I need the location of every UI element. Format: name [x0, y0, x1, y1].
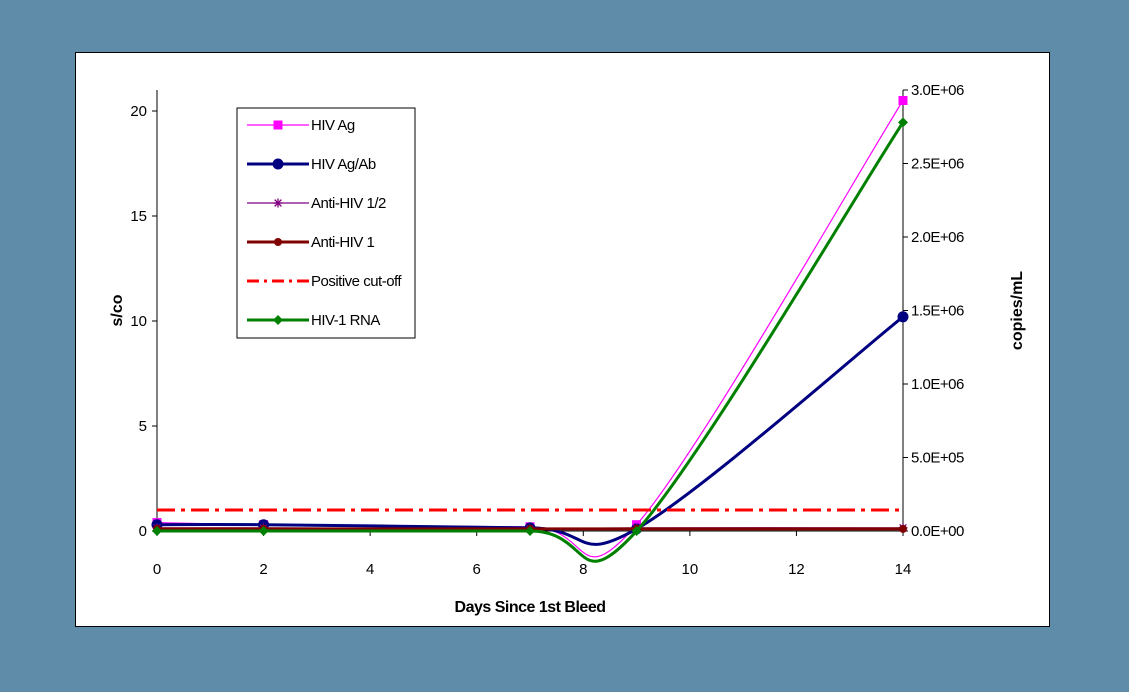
y2-axis-title: copies/mL — [1009, 271, 1026, 350]
series-layer — [151, 96, 909, 563]
y-tick-label: 20 — [130, 103, 147, 120]
data-point-hiv-ag — [898, 96, 908, 105]
y-tick-label: 15 — [130, 208, 147, 225]
y-tick-label: 10 — [130, 313, 147, 330]
x-tick-label: 10 — [682, 561, 699, 578]
legend-label: Positive cut-off — [311, 273, 402, 290]
x-tick-label: 0 — [153, 561, 161, 578]
legend-marker — [273, 198, 283, 208]
y-tick-label: 0 — [139, 523, 147, 540]
legend-label: Anti-HIV 1/2 — [311, 195, 386, 212]
legend-marker — [274, 238, 282, 246]
legend-item-hiv-ag-ab: HIV Ag/Ab — [247, 156, 376, 173]
axes-layer: 0 2 4 6 8 10 12 14 0 5 10 15 20 0.0E+00 5.0E+05 1.0E+06… — [109, 82, 1026, 616]
y2-tick-label: 2.5E+06 — [911, 156, 964, 173]
y2-tick-label: 3.0E+06 — [911, 82, 964, 99]
data-point-hiv-1-rna — [898, 117, 908, 128]
x-axis-title: Days Since 1st Bleed — [455, 599, 606, 616]
series-hiv-1-rna — [152, 117, 908, 563]
legend-label: HIV Ag — [311, 117, 355, 134]
data-point-hiv-1-rna — [525, 526, 535, 536]
legend-label: Anti-HIV 1 — [311, 234, 375, 251]
y-axis-title: s/co — [109, 294, 126, 326]
legend-marker — [273, 120, 283, 130]
legend-item-hiv-ag: HIV Ag — [247, 117, 355, 134]
legend-marker — [272, 158, 284, 170]
x-tick-label: 6 — [473, 561, 481, 578]
y2-tick-label: 1.0E+06 — [911, 376, 964, 393]
data-point-anti-hiv-1 — [899, 524, 907, 533]
y2-tick-label: 2.0E+06 — [911, 229, 964, 246]
x-tick-label: 2 — [259, 561, 267, 578]
legend-label: HIV-1 RNA — [311, 312, 380, 329]
data-point-hiv-ag-ab — [897, 311, 909, 323]
legend-item-anti-hiv-1: Anti-HIV 1 — [247, 234, 375, 251]
legend-box — [236, 107, 416, 339]
legend-marker — [273, 315, 283, 325]
legend-item-positive-cut-off: Positive cut-off — [247, 273, 403, 290]
legend-item-anti-hiv-1-2: Anti-HIV 1/2 — [247, 195, 387, 212]
y2-tick-label: 5.0E+05 — [911, 450, 964, 467]
x-tick-label: 14 — [895, 561, 912, 578]
x-tick-label: 4 — [366, 561, 374, 578]
legend: HIV Ag HIV Ag/Ab Anti-HIV 1/2 Anti-HIV 1 Pos… — [236, 107, 416, 339]
y-tick-label: 5 — [139, 418, 147, 435]
y2-tick-label: 0.0E+00 — [911, 523, 964, 540]
x-tick-label: 12 — [788, 561, 805, 578]
legend-item-hiv-1-rna: HIV-1 RNA — [247, 312, 381, 329]
legend-label: HIV Ag/Ab — [311, 156, 376, 173]
x-tick-label: 8 — [579, 561, 587, 578]
data-point-hiv-1-rna — [631, 526, 642, 536]
y2-tick-label: 1.5E+06 — [911, 303, 964, 320]
data-point-hiv-1-rna — [258, 526, 269, 536]
data-point-hiv-1-rna — [152, 526, 162, 536]
